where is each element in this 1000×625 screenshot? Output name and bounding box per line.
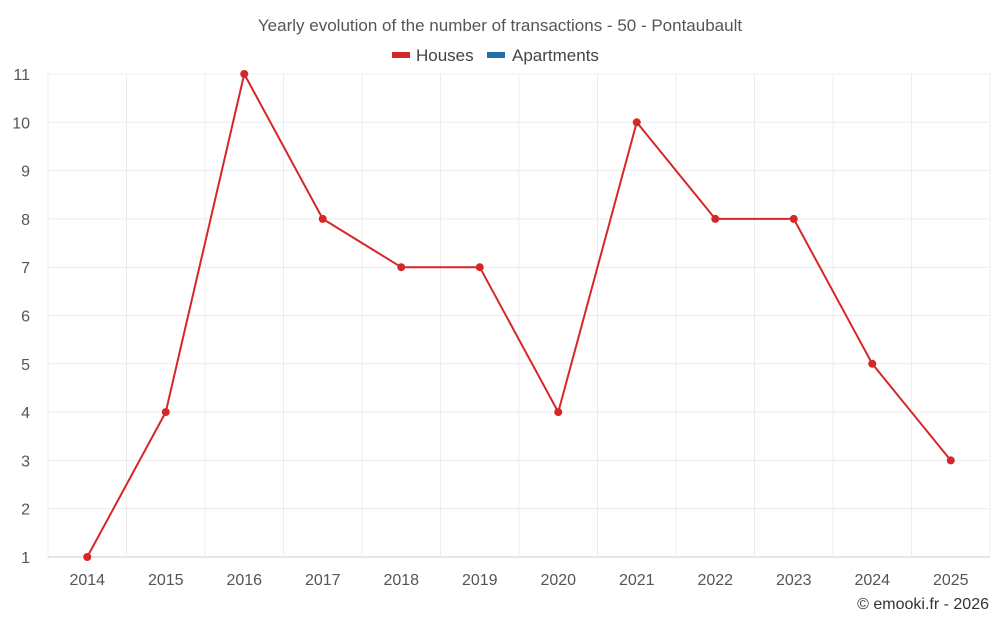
grid bbox=[47, 73, 991, 558]
data-point[interactable] bbox=[632, 118, 641, 127]
data-point[interactable] bbox=[554, 408, 563, 417]
y-tick-label: 6 bbox=[21, 309, 30, 326]
data-point[interactable] bbox=[946, 456, 955, 465]
x-tick-label: 2022 bbox=[697, 572, 733, 589]
legend-item-houses[interactable]: Houses bbox=[392, 46, 474, 65]
data-point[interactable] bbox=[161, 408, 170, 417]
y-tick-label: 9 bbox=[21, 164, 30, 181]
y-tick-label: 11 bbox=[13, 67, 30, 84]
legend-item-apartments[interactable]: Apartments bbox=[487, 46, 599, 65]
y-tick-label: 4 bbox=[21, 405, 30, 422]
legend: Houses Apartments bbox=[392, 46, 599, 65]
x-tick-label: 2025 bbox=[933, 572, 969, 589]
data-point[interactable] bbox=[475, 263, 484, 272]
x-tick-label: 2018 bbox=[383, 572, 419, 589]
x-tick-label: 2020 bbox=[540, 572, 576, 589]
y-tick-label: 7 bbox=[21, 260, 30, 277]
y-tick-label: 3 bbox=[21, 453, 30, 470]
x-tick-label: 2019 bbox=[462, 572, 498, 589]
x-tick-label: 2014 bbox=[69, 572, 105, 589]
y-tick-label: 1 bbox=[21, 550, 30, 567]
y-axis-ticks: 1 2 3 4 5 6 7 8 9 10 11 bbox=[12, 67, 30, 567]
series-line-houses bbox=[86, 73, 952, 558]
legend-swatch-houses bbox=[392, 52, 410, 58]
y-tick-label: 2 bbox=[21, 502, 30, 519]
y-tick-label: 10 bbox=[12, 115, 30, 132]
data-point[interactable] bbox=[318, 214, 327, 223]
data-point[interactable] bbox=[711, 214, 720, 223]
legend-swatch-apartments bbox=[487, 52, 505, 58]
x-tick-label: 2021 bbox=[619, 572, 655, 589]
legend-label-houses: Houses bbox=[416, 46, 474, 65]
data-point[interactable] bbox=[240, 70, 249, 78]
x-tick-label: 2023 bbox=[776, 572, 812, 589]
data-point[interactable] bbox=[789, 214, 798, 223]
data-point[interactable] bbox=[397, 263, 406, 272]
y-tick-label: 8 bbox=[21, 212, 30, 229]
y-tick-label: 5 bbox=[21, 357, 30, 374]
data-point[interactable] bbox=[83, 553, 92, 561]
legend-label-apartments: Apartments bbox=[512, 46, 599, 65]
credit-text: © emooki.fr - 2026 bbox=[857, 596, 989, 613]
x-tick-label: 2017 bbox=[305, 572, 341, 589]
series-houses bbox=[83, 70, 955, 561]
x-tick-label: 2015 bbox=[148, 572, 184, 589]
chart-title: Yearly evolution of the number of transa… bbox=[258, 16, 742, 35]
data-point[interactable] bbox=[868, 359, 877, 368]
x-tick-label: 2016 bbox=[226, 572, 262, 589]
x-tick-label: 2024 bbox=[854, 572, 890, 589]
x-axis-ticks: 2014 2015 2016 2017 2018 2019 2020 2021 2022 2023… bbox=[69, 572, 968, 589]
